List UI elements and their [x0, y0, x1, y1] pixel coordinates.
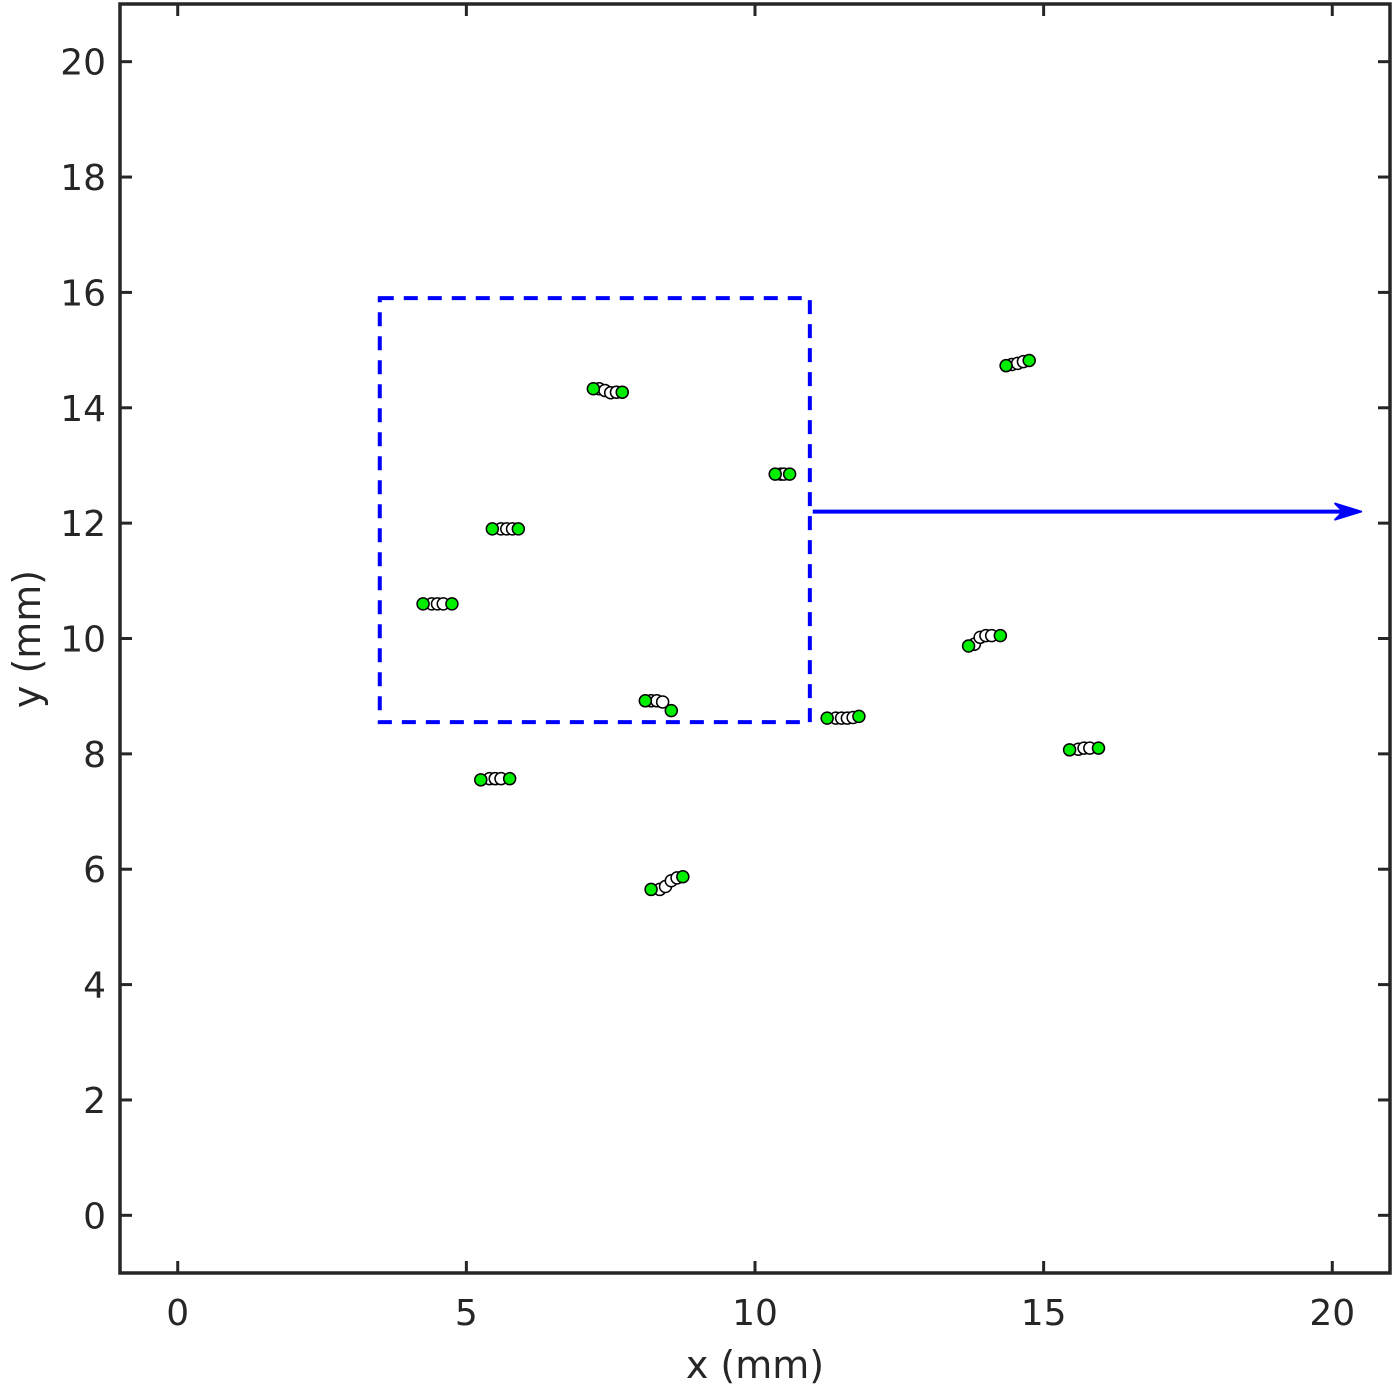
- x-tick-label: 5: [455, 1293, 478, 1334]
- endpoint-marker: [615, 385, 629, 399]
- endpoint-marker: [1022, 353, 1036, 368]
- track: [638, 694, 679, 718]
- y-axis-label: y (mm): [5, 570, 49, 708]
- y-tick-label: 12: [60, 504, 106, 545]
- endpoint-marker: [485, 522, 500, 536]
- endpoint-marker: [768, 467, 782, 481]
- plot-area: [120, 4, 1390, 1273]
- track: [768, 467, 797, 481]
- y-tick-label: 0: [83, 1196, 106, 1237]
- highlight-box: [377, 296, 812, 725]
- track: [416, 597, 459, 611]
- marker-layer: [416, 353, 1106, 897]
- y-tick-label: 16: [60, 273, 106, 314]
- y-tick-label: 2: [83, 1081, 106, 1122]
- y-tick-label: 10: [60, 620, 106, 661]
- endpoint-marker: [664, 703, 679, 718]
- track: [999, 353, 1036, 373]
- y-tick-label: 8: [83, 735, 106, 776]
- endpoint-marker: [820, 711, 834, 725]
- y-tick-label: 6: [83, 850, 106, 891]
- track: [961, 628, 1008, 653]
- y-tick-label: 20: [60, 43, 106, 84]
- endpoint-marker: [1091, 741, 1106, 755]
- track: [1062, 741, 1106, 757]
- endpoint-marker: [586, 381, 601, 396]
- x-tick-label: 0: [166, 1293, 189, 1334]
- x-tick-label: 20: [1309, 1293, 1355, 1334]
- endpoint-marker: [474, 773, 488, 787]
- endpoint-marker: [416, 597, 430, 611]
- track: [485, 522, 526, 536]
- endpoint-marker: [1062, 743, 1077, 757]
- endpoint-marker: [961, 639, 976, 653]
- tick-layer: 0 5 10 15 20 0 2 4 6 8 10 12 14 16 18 20: [60, 4, 1390, 1334]
- endpoint-marker: [644, 882, 658, 897]
- track: [644, 869, 690, 897]
- x-axis-label: x (mm): [686, 1343, 824, 1387]
- x-tick-label: 10: [732, 1293, 778, 1334]
- track: [586, 381, 629, 400]
- x-tick-label: 15: [1021, 1293, 1067, 1334]
- endpoint-marker: [676, 869, 690, 884]
- intermediate-marker: [655, 695, 670, 709]
- endpoint-marker: [993, 628, 1008, 643]
- endpoint-marker: [445, 597, 459, 611]
- y-tick-label: 18: [60, 158, 106, 199]
- endpoint-marker: [852, 709, 866, 724]
- endpoint-marker: [511, 522, 526, 536]
- endpoint-marker: [999, 358, 1013, 373]
- endpoint-marker: [638, 694, 653, 708]
- track: [820, 709, 866, 725]
- annotation-layer: [377, 296, 1363, 725]
- arrow-head: [1334, 502, 1363, 521]
- endpoint-marker: [502, 771, 517, 786]
- endpoint-marker: [782, 467, 797, 481]
- y-tick-label: 4: [83, 966, 106, 1007]
- track: [474, 771, 517, 787]
- y-tick-label: 14: [60, 389, 106, 430]
